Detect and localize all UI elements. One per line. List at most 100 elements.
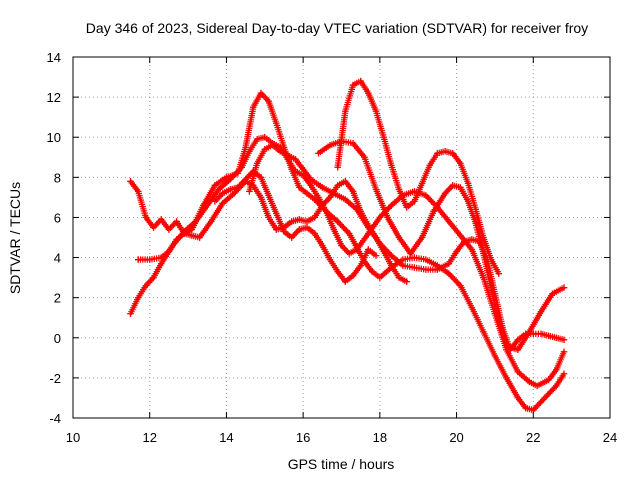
data-point [537, 308, 545, 315]
x-tick-label: 16 [296, 430, 310, 445]
x-axis-title: GPS time / hours [288, 456, 395, 472]
data-point [292, 156, 299, 163]
data-point [223, 174, 230, 181]
data-point [495, 318, 502, 325]
data-point [307, 182, 314, 189]
data-point [541, 394, 548, 402]
data-point [430, 208, 437, 215]
x-tick-label: 20 [449, 430, 463, 445]
data-point [388, 252, 395, 259]
data-point [457, 184, 464, 191]
data-point [276, 148, 284, 155]
data-point [372, 252, 380, 259]
data-point [372, 107, 380, 115]
data-point [323, 208, 330, 215]
data-point [384, 214, 391, 221]
data-point [296, 216, 303, 223]
data-point [334, 164, 341, 171]
y-tick-label: 12 [47, 90, 61, 105]
data-point [365, 246, 372, 253]
data-point [311, 214, 318, 221]
data-point [288, 218, 295, 225]
data-point [388, 202, 395, 209]
data-point [165, 248, 173, 255]
data-point [146, 256, 153, 263]
data-point [376, 240, 384, 247]
data-point [211, 182, 219, 189]
data-point [349, 272, 357, 279]
data-point [319, 202, 326, 209]
data-point [342, 107, 349, 115]
data-point [346, 230, 353, 237]
data-point [257, 174, 265, 181]
data-point [449, 150, 456, 157]
x-tick-label: 10 [66, 430, 80, 445]
data-point [242, 144, 249, 151]
data-point [342, 278, 349, 285]
data-point [522, 404, 529, 412]
data-point [303, 218, 311, 225]
data-point [215, 186, 222, 193]
data-point [480, 250, 487, 257]
data-point [307, 176, 314, 183]
data-point [395, 274, 403, 281]
data-point [487, 284, 495, 291]
data-point [127, 178, 134, 185]
data-point [288, 234, 295, 241]
data-point [173, 236, 180, 243]
data-point [257, 194, 265, 201]
data-point [468, 236, 476, 243]
data-point [468, 246, 476, 253]
data-point [142, 214, 150, 221]
series-arc-7 [334, 77, 502, 277]
data-point [441, 190, 449, 197]
data-point [219, 200, 226, 207]
data-point [181, 230, 188, 237]
data-point [150, 224, 157, 231]
data-point [158, 216, 165, 223]
data-point [399, 262, 407, 269]
data-point [234, 184, 242, 191]
data-point [330, 226, 337, 233]
data-point [346, 250, 353, 257]
data-point [250, 103, 257, 111]
data-point [464, 198, 472, 205]
data-point [242, 176, 249, 183]
data-point [273, 120, 280, 127]
y-tick-label: 2 [54, 291, 61, 306]
data-point [315, 194, 322, 201]
data-point [457, 282, 464, 289]
series-arc-4 [211, 168, 380, 285]
data-point [480, 234, 487, 241]
data-point [426, 162, 433, 169]
data-point [334, 218, 341, 225]
data-point [227, 186, 234, 193]
data-point [158, 254, 165, 261]
data-point [135, 256, 142, 263]
data-point [514, 368, 522, 376]
data-point [315, 150, 322, 157]
data-point [303, 224, 311, 231]
data-point [265, 214, 272, 221]
data-point [445, 218, 453, 225]
data-point [135, 188, 142, 195]
data-point [265, 97, 272, 105]
data-point [514, 336, 522, 343]
data-point [560, 284, 568, 291]
data-point [342, 178, 349, 185]
data-point [127, 310, 134, 317]
data-point [514, 394, 522, 402]
data-point [407, 250, 414, 257]
data-point [299, 166, 307, 173]
data-point [196, 234, 203, 241]
y-tick-label: -4 [49, 411, 61, 426]
data-point [418, 180, 426, 187]
data-point [388, 262, 395, 269]
data-point [338, 242, 345, 249]
data-point [326, 142, 334, 149]
data-point [342, 196, 349, 203]
data-point [330, 190, 337, 197]
data-point [253, 160, 261, 167]
